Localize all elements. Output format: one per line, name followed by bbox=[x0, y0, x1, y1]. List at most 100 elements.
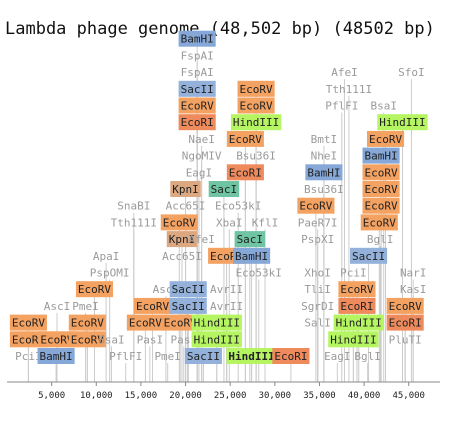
site-label-pasi: PasI bbox=[171, 333, 198, 346]
site-label-pcii: PciI bbox=[15, 350, 42, 363]
site-name: HindIII bbox=[379, 116, 425, 129]
site-label-tth111i: Tth111I bbox=[111, 216, 157, 229]
site-name: EagI bbox=[324, 350, 351, 363]
site-label-ecorv: EcoRV bbox=[38, 331, 76, 348]
site-label-eagi: EagI bbox=[324, 350, 351, 363]
site-name: EcoRV bbox=[229, 133, 262, 146]
site-label-sacii: SacII bbox=[178, 80, 216, 97]
site-name: KflI bbox=[252, 216, 279, 229]
site-label-hindiii: HindIII bbox=[191, 331, 242, 348]
site-label-box bbox=[170, 181, 201, 197]
site-label-ecorv: EcoRV bbox=[366, 130, 405, 147]
site-label-box bbox=[178, 114, 216, 131]
site-label-ecorv: EcoRV bbox=[161, 314, 199, 331]
site-label-paer7i: PaeR7I bbox=[298, 216, 338, 229]
site-name: Eco53kI bbox=[236, 267, 282, 280]
site-label-kfli: KflI bbox=[252, 216, 279, 229]
site-name: EcoRV bbox=[164, 317, 197, 330]
site-label-kpni: KpnI bbox=[166, 231, 198, 248]
site-label-ecorv: EcoRV bbox=[126, 314, 164, 331]
site-name: Tth111I bbox=[326, 83, 372, 96]
site-label-box bbox=[377, 114, 428, 131]
site-label-box bbox=[362, 164, 400, 181]
site-label-ecorv: EcoRV bbox=[68, 331, 106, 348]
site-label-box bbox=[362, 181, 400, 197]
site-name: PmeI bbox=[154, 350, 181, 363]
site-label-avrii: AvrII bbox=[210, 283, 243, 296]
site-name: BmtI bbox=[311, 133, 338, 146]
axis-tick-label: 25,000 bbox=[214, 391, 247, 401]
site-name: NarI bbox=[400, 267, 427, 280]
site-label-ecori: EcoRI bbox=[386, 314, 424, 331]
bp-axis: 5,000 10,000 15,000 20,000 25,000 30,000 35,00… bbox=[7, 381, 440, 401]
site-label-box bbox=[226, 348, 277, 364]
site-name: BsaI bbox=[98, 333, 125, 346]
site-label-box bbox=[191, 314, 242, 331]
site-name: EagI bbox=[186, 166, 213, 179]
site-label-hindiii: HindIII bbox=[191, 314, 242, 331]
site-label-box bbox=[386, 314, 424, 331]
site-label-box bbox=[75, 281, 114, 298]
site-label-sacii: SacII bbox=[169, 281, 207, 298]
site-label-xhoi: XhoI bbox=[304, 267, 331, 280]
site-name: PflFI bbox=[325, 100, 358, 113]
site-label-box bbox=[272, 348, 310, 364]
site-label-bamhi: BamHI bbox=[178, 30, 216, 47]
site-label-box bbox=[208, 181, 240, 197]
site-name: KpnI bbox=[172, 183, 199, 196]
site-label-ecorv: EcoRV bbox=[178, 97, 216, 114]
site-name: BamHI bbox=[40, 350, 73, 363]
site-name: BamHI bbox=[307, 166, 340, 179]
site-name: AvrII bbox=[210, 300, 243, 313]
site-label-box bbox=[161, 314, 199, 331]
site-name: HindIII bbox=[194, 333, 240, 346]
site-label-ecorv: EcoRV bbox=[75, 281, 114, 298]
site-name: SacI bbox=[237, 233, 264, 246]
site-label-sacii: SacII bbox=[350, 247, 388, 264]
site-label-ecorv: EcoRV bbox=[9, 314, 47, 331]
site-label-bsu36i: Bsu36I bbox=[304, 183, 344, 196]
site-label-box bbox=[169, 297, 207, 314]
site-label-box bbox=[178, 80, 216, 97]
site-name: BglI bbox=[354, 350, 381, 363]
site-name: SalI bbox=[304, 317, 331, 330]
axis-tick-label: 35,000 bbox=[303, 391, 336, 401]
site-name: PmeI bbox=[72, 300, 99, 313]
site-name: AvrII bbox=[210, 283, 243, 296]
site-name: HindIII bbox=[228, 350, 274, 363]
site-name: HindIII bbox=[194, 317, 240, 330]
site-label-snabi: SnaBI bbox=[117, 200, 150, 213]
site-label-box bbox=[338, 281, 376, 298]
site-label-box bbox=[160, 214, 198, 231]
site-label-box bbox=[366, 130, 405, 147]
site-label-box bbox=[68, 331, 106, 348]
site-name: EcoRV bbox=[364, 200, 397, 213]
site-label-asci: AscI bbox=[44, 300, 71, 313]
site-label-bamhi: BamHI bbox=[37, 348, 75, 364]
site-label-pcii: PciI bbox=[340, 267, 367, 280]
axis-tick-label: 30,000 bbox=[259, 391, 292, 401]
site-name: SnaBI bbox=[117, 200, 150, 213]
site-label-ecorv: EcoRV bbox=[362, 197, 400, 214]
site-label-naei: NaeI bbox=[188, 133, 215, 146]
site-label-ngomiv: NgoMIV bbox=[182, 150, 222, 163]
site-name: EcoRI bbox=[181, 116, 214, 129]
site-label-pspxi: PspXI bbox=[301, 233, 334, 246]
site-label-box bbox=[178, 97, 216, 114]
site-name: KasI bbox=[400, 283, 427, 296]
site-label-ecorv: EcoRV bbox=[362, 164, 400, 181]
site-label-bamhi: BamHI bbox=[362, 147, 400, 164]
site-label-sali: SalI bbox=[304, 317, 331, 330]
site-label-ecorv: EcoRV bbox=[133, 297, 172, 314]
site-name: PflFI bbox=[109, 350, 142, 363]
site-name: HindIII bbox=[336, 317, 382, 330]
site-label-box bbox=[328, 331, 379, 348]
site-label-hindiii: HindIII bbox=[377, 114, 428, 131]
site-name: EcoRV bbox=[299, 200, 332, 213]
site-name: EcoRV bbox=[129, 317, 162, 330]
site-label-ecorv: EcoRV bbox=[360, 214, 398, 231]
site-label-fspai: FspAI bbox=[181, 66, 214, 79]
site-label-bsu36i: Bsu36I bbox=[236, 150, 276, 163]
site-label-box bbox=[226, 164, 264, 181]
